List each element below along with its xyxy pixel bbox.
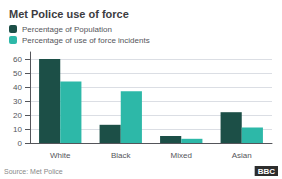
svg-text:BBC: BBC — [258, 167, 276, 176]
svg-text:20: 20 — [13, 111, 22, 120]
svg-text:Percentage of Population: Percentage of Population — [22, 25, 112, 34]
svg-text:White: White — [50, 151, 71, 160]
svg-text:10: 10 — [13, 125, 22, 134]
svg-text:50: 50 — [13, 69, 22, 78]
svg-text:Mixed: Mixed — [171, 151, 192, 160]
svg-text:Met Police use of force: Met Police use of force — [9, 8, 129, 20]
svg-text:Source: Met Police: Source: Met Police — [4, 168, 63, 175]
svg-text:40: 40 — [13, 83, 22, 92]
svg-text:30: 30 — [13, 97, 22, 106]
svg-text:Asian: Asian — [232, 151, 252, 160]
svg-text:Percentage of use of force inc: Percentage of use of force incidents — [22, 36, 150, 45]
svg-text:60: 60 — [13, 55, 22, 64]
svg-text:Black: Black — [111, 151, 132, 160]
svg-text:0: 0 — [18, 139, 23, 148]
